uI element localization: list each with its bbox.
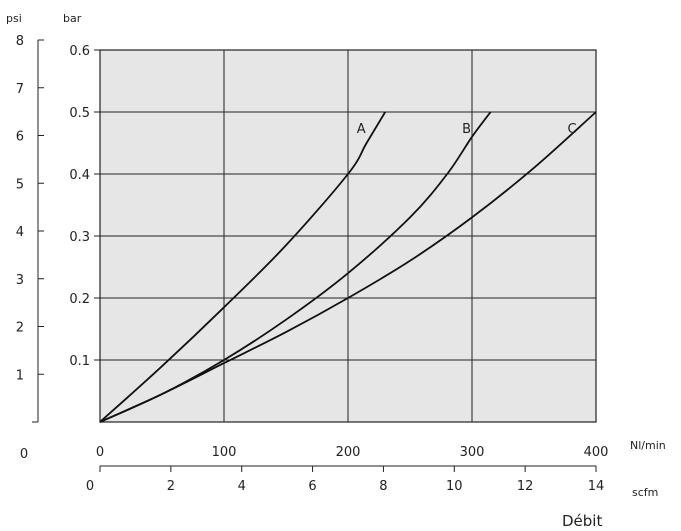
scfm-tick-label: 14	[588, 479, 605, 494]
y-tick-label: 0.6	[69, 44, 90, 59]
psi-tick-label: 0	[20, 447, 28, 462]
x-tick-label: 200	[336, 445, 361, 460]
series-labels: A B C	[357, 122, 577, 137]
x-tick-label: 0	[96, 445, 104, 460]
scfm-tick-label: 2	[167, 479, 175, 494]
x-tick-label: 400	[584, 445, 609, 460]
x-axis-nlmin: 0 100 200 300 400	[96, 445, 609, 460]
psi-tick-label: 1	[16, 368, 24, 383]
psi-tick-label: 5	[16, 177, 24, 192]
series-label-c: C	[567, 122, 576, 137]
scfm-tick-label: 6	[308, 479, 316, 494]
x-tick-label: 100	[212, 445, 237, 460]
y-tick-label: 0.1	[69, 354, 90, 369]
series-label-a: A	[357, 122, 366, 137]
y-axis-bar: 0.1 0.2 0.3 0.4 0.5 0.6	[69, 44, 100, 369]
y-tick-label: 0.2	[69, 292, 90, 307]
footer-label: Débit	[562, 512, 602, 530]
psi-tick-label: 8	[16, 34, 24, 49]
psi-tick-label: 7	[16, 82, 24, 97]
series-line-c	[99, 111, 597, 423]
scfm-tick-label: 10	[446, 479, 463, 494]
series-label-b: B	[462, 122, 471, 137]
x-axis-title-scfm: scfm	[632, 486, 658, 499]
scfm-tick-label: 8	[379, 479, 387, 494]
series-line-a	[99, 111, 386, 423]
scfm-tick-label: 4	[238, 479, 246, 494]
y-tick-label: 0.5	[69, 106, 90, 121]
x-axis-title-nlmin: Nl/min	[630, 439, 666, 452]
y-axis-psi: 0 1 2 3 4 5 6 7 8	[16, 34, 44, 462]
y-axis-title-psi: psi	[6, 12, 22, 25]
psi-tick-label: 3	[16, 273, 24, 288]
x-axis-scfm: 0 2 4 6 8 10 12 14	[86, 465, 605, 494]
psi-tick-label: 6	[16, 130, 24, 145]
series-lines	[99, 111, 597, 423]
y-axis-title-bar: bar	[63, 12, 82, 25]
x-tick-label: 300	[460, 445, 485, 460]
y-tick-label: 0.4	[69, 168, 90, 183]
y-tick-label: 0.3	[69, 230, 90, 245]
scfm-tick-label: 12	[517, 479, 534, 494]
psi-tick-label: 4	[16, 225, 24, 240]
psi-tick-label: 2	[16, 321, 24, 336]
scfm-tick-label: 0	[86, 479, 94, 494]
